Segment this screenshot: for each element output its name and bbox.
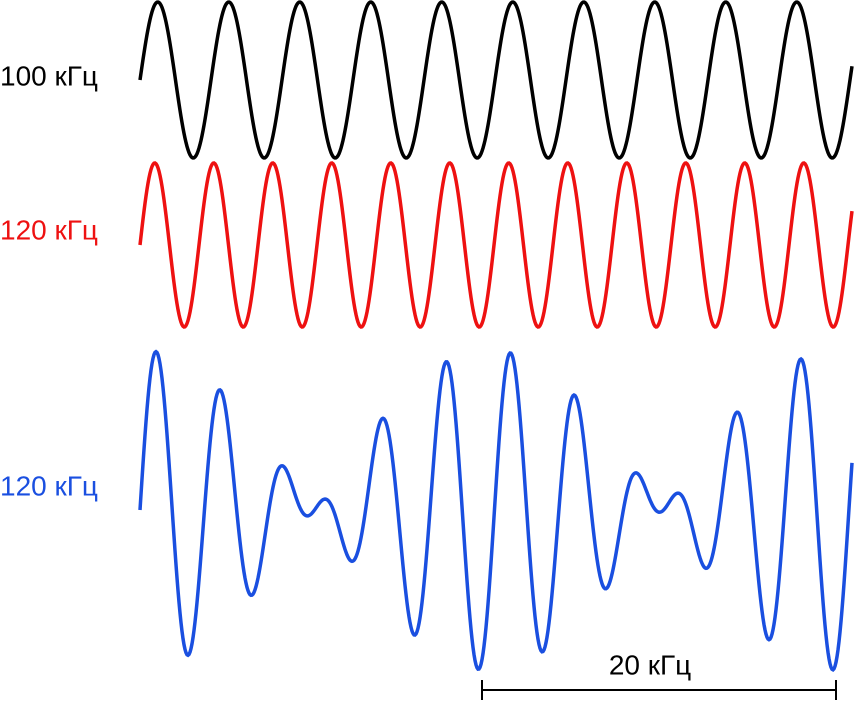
scale-bracket: [481, 680, 837, 700]
wave: [138, 0, 854, 160]
wave-label: 100 кГц: [0, 60, 98, 91]
wave-label: 120 кГц: [0, 470, 98, 501]
wave-label: 120 кГц: [0, 214, 98, 245]
wave: [138, 161, 854, 329]
wave: [138, 349, 854, 672]
scale-label: 20 кГц: [609, 649, 691, 680]
